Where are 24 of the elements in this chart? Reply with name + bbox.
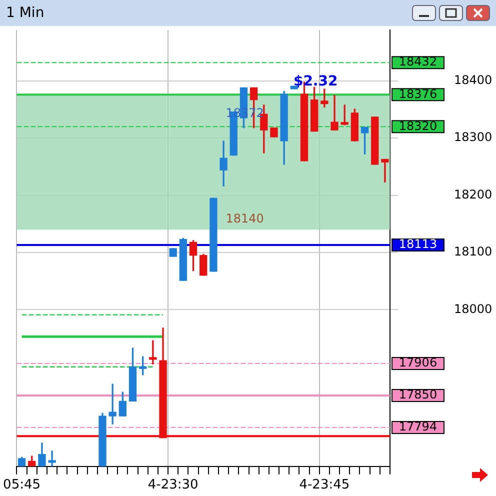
y-tick-label: 18100	[454, 244, 492, 259]
y-tick-label: 18300	[454, 130, 492, 144]
y-tick-label: 18200	[454, 187, 492, 202]
ref-line-label: 18432	[398, 54, 438, 69]
candlestick	[320, 88, 328, 108]
y-tick-label: 18400	[454, 73, 492, 88]
ref-line-label: 17850	[398, 388, 438, 402]
x-tick-label: 4-23:30	[148, 478, 198, 493]
ref-line-label: 17794	[398, 420, 438, 434]
chart-title: 1 Min	[6, 5, 44, 21]
candlestick	[330, 94, 338, 130]
ref-line-label: 18113	[398, 237, 438, 252]
annotation: $2.32	[293, 73, 338, 90]
x-tick-label: 4-23:45	[299, 478, 350, 493]
ref-line-label: 18320	[398, 118, 438, 133]
candlestick	[48, 450, 56, 466]
candlestick	[149, 340, 157, 364]
ref-line-label: 18376	[398, 86, 438, 101]
x-tick-label: 05:45	[3, 478, 41, 493]
candlestick	[381, 158, 389, 182]
candlestick	[108, 384, 116, 424]
ref-line-label: 17906	[398, 356, 438, 370]
annotation: 18140	[226, 212, 264, 226]
y-tick-label: 18000	[454, 302, 492, 316]
